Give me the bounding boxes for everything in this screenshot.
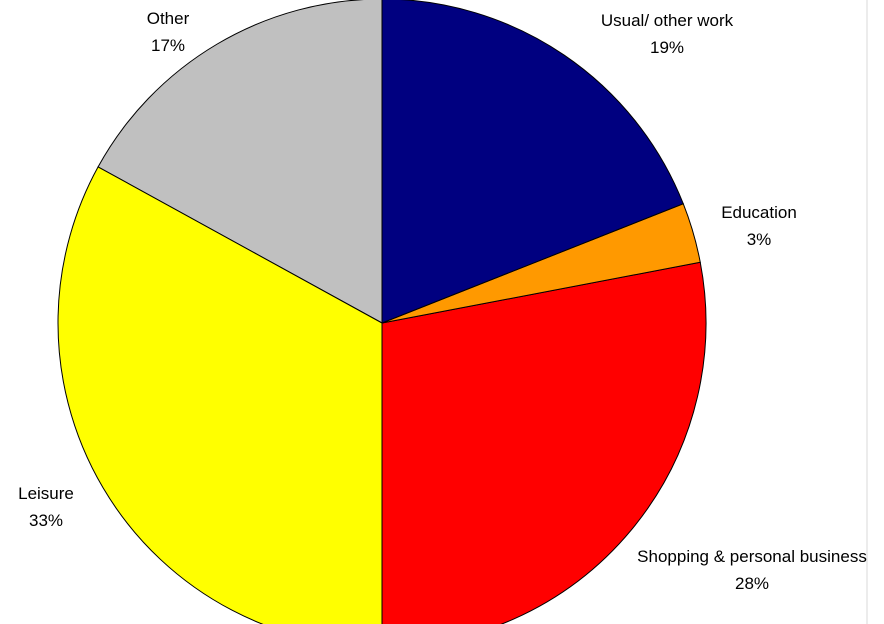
category-label: Usual/ other work (600, 11, 734, 30)
slice-label: Leisure 33% (0, 480, 96, 534)
value-label: 33% (28, 511, 64, 530)
category-label: Other (146, 9, 190, 28)
value-label: 17% (150, 36, 186, 55)
pie-slice (57, 166, 383, 624)
value-label: 3% (746, 230, 772, 249)
pie-slice (97, 0, 383, 324)
value-label: 28% (734, 574, 770, 593)
value-label: 19% (649, 38, 685, 57)
pie-slice (381, 0, 684, 324)
category-label: Education (721, 203, 797, 222)
slice-label: Education 3% (699, 199, 819, 253)
slice-label: Other 17% (118, 5, 218, 59)
pie-slice (381, 261, 707, 624)
category-label: Shopping & personal business (637, 547, 867, 566)
category-label: Leisure (18, 484, 74, 503)
slice-label: Usual/ other work 19% (567, 7, 767, 61)
slice-label: Shopping & personal business 28% (632, 543, 872, 597)
